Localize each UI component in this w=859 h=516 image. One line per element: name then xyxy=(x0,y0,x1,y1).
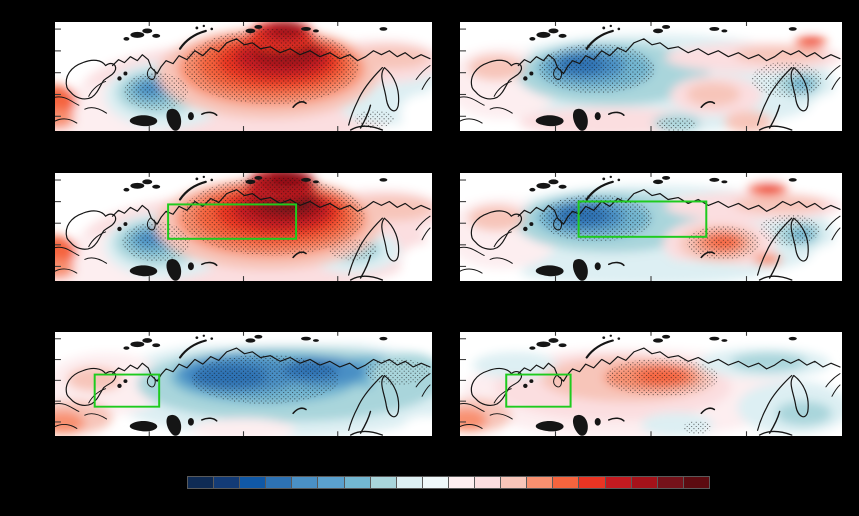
region-box xyxy=(167,203,298,240)
colorbar-segment xyxy=(292,477,319,488)
stipple-dots xyxy=(191,354,430,404)
map-panel-r1c2 xyxy=(460,22,842,131)
colorbar-segment xyxy=(422,477,449,488)
colorbar-segment xyxy=(344,477,371,488)
stipple-dots xyxy=(538,43,822,131)
colorbar-segment xyxy=(501,477,528,488)
colorbar-segment xyxy=(188,477,215,488)
inland-seas xyxy=(117,175,388,281)
coastline xyxy=(55,29,431,131)
inland-seas xyxy=(117,334,388,436)
colorbar-segment xyxy=(214,477,241,488)
colorbar-segment xyxy=(579,477,606,488)
colorbar-segment xyxy=(396,477,423,488)
coastline xyxy=(460,180,841,281)
colorbar-segment xyxy=(448,477,476,488)
colorbar-segment xyxy=(605,477,632,488)
inland-seas xyxy=(523,175,797,281)
map-panel-r3c1 xyxy=(55,332,432,436)
inland-seas xyxy=(523,334,797,436)
axis-ticks xyxy=(55,22,339,131)
map-panel-r1c1 xyxy=(55,22,432,131)
axis-ticks xyxy=(55,173,339,281)
colorbar-segment xyxy=(240,477,267,488)
region-box xyxy=(93,373,161,408)
stipple-dots xyxy=(122,176,377,262)
colorbar-segment xyxy=(370,477,397,488)
inland-seas xyxy=(523,24,797,131)
colorbar-segment xyxy=(475,477,502,488)
axis-ticks xyxy=(460,22,748,131)
axis-ticks xyxy=(460,332,748,436)
coastline xyxy=(55,180,431,281)
colorbar-segment xyxy=(631,477,658,488)
coastline xyxy=(460,29,841,131)
colorbar-segment xyxy=(657,477,684,488)
map-panel-r2c2 xyxy=(460,173,842,281)
region-box xyxy=(577,200,708,238)
map-panel-r3c2 xyxy=(460,332,842,436)
region-box xyxy=(505,373,572,408)
inland-seas xyxy=(117,24,388,131)
map-panel-r2c1 xyxy=(55,173,432,281)
stipple-dots xyxy=(605,358,719,435)
axis-ticks xyxy=(460,173,748,281)
colorbar-segment xyxy=(266,477,293,488)
colorbar-segment xyxy=(527,477,554,488)
colorbar xyxy=(187,476,710,489)
colorbar-segment xyxy=(683,477,709,488)
colorbar-segment xyxy=(318,477,345,488)
axis-ticks xyxy=(55,332,339,436)
stipple-dots xyxy=(124,28,395,129)
colorbar-segment xyxy=(553,477,580,488)
